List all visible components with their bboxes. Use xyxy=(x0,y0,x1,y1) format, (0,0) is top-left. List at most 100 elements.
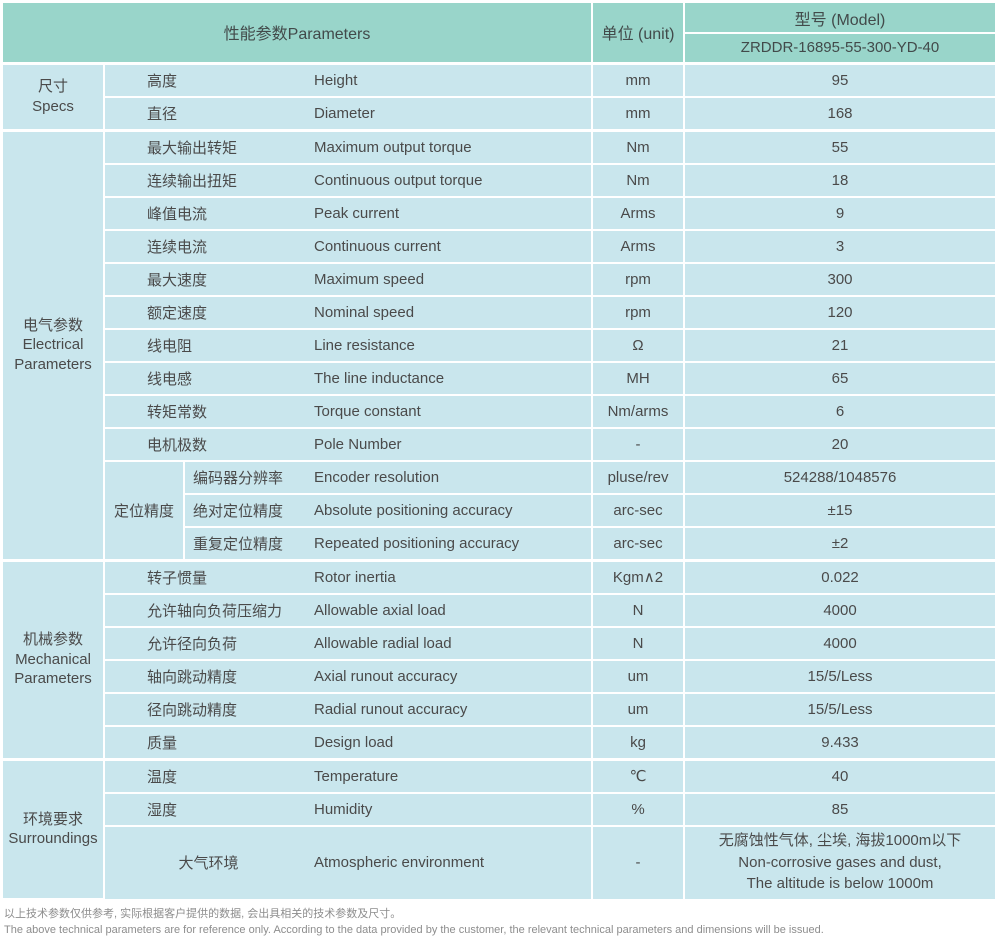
param-en: Encoder resolution xyxy=(312,460,593,495)
unit-cell: Arms xyxy=(591,229,686,264)
unit-cell: % xyxy=(591,792,686,827)
table-row: 电气参数 Electrical Parameters 最大输出转矩 Maximu… xyxy=(3,130,996,562)
unit-cell: mm xyxy=(591,63,686,98)
value-cell: 300 xyxy=(684,262,996,297)
value-cell: 6 xyxy=(684,394,996,429)
model-number: ZRDDR-16895-55-300-YD-40 xyxy=(684,33,996,65)
param-en: Nominal speed xyxy=(312,295,593,330)
table-row: 额定速度 Nominal speed rpm 120 xyxy=(3,295,996,330)
unit-cell: arc-sec xyxy=(591,493,686,528)
category-zh: 电气参数 xyxy=(22,316,83,334)
param-en: Continuous current xyxy=(312,229,593,264)
table-row: 连续电流 Continuous current Arms 3 xyxy=(3,229,996,264)
parameters-header: 性能参数Parameters xyxy=(3,3,594,65)
param-zh: 转子惯量 xyxy=(104,560,312,595)
table-row: 质量 Design load kg 9.433 xyxy=(3,725,996,761)
category-en: Mechanical Parameters xyxy=(14,650,92,688)
param-en: Torque constant xyxy=(312,394,593,429)
table-row: 环境要求 Surroundings 温度 Temperature ℃ 40 xyxy=(3,759,996,901)
value-cell: 65 xyxy=(684,361,996,396)
unit-cell: Nm xyxy=(591,130,686,165)
param-zh: 电机极数 xyxy=(104,427,312,462)
spec-table: 性能参数Parameters 单位 (unit) 型号 (Model) ZRDD… xyxy=(3,3,996,901)
footnotes: 以上技术参数仅供参考, 实际根据客户提供的数据, 会出具相关的技术参数及尺寸。 … xyxy=(4,907,998,939)
spec-sheet-page: 性能参数Parameters 单位 (unit) 型号 (Model) ZRDD… xyxy=(0,3,998,936)
atmosphere-value-line: 无腐蚀性气体, 尘埃, 海拔1000m以下 xyxy=(718,831,962,849)
header-row-2: ZRDDR-16895-55-300-YD-40 xyxy=(3,33,996,65)
table-row: 重复定位精度 Repeated positioning accuracy arc… xyxy=(3,526,996,562)
param-zh: 直径 xyxy=(104,96,312,132)
atmosphere-value-line: The altitude is below 1000m xyxy=(746,875,934,893)
table-row: 允许轴向负荷压缩力 Allowable axial load N 4000 xyxy=(3,593,996,628)
value-cell: 9 xyxy=(684,196,996,231)
unit-cell: mm xyxy=(591,96,686,132)
param-zh: 转矩常数 xyxy=(104,394,312,429)
param-zh: 大气环境 xyxy=(104,825,312,901)
unit-cell: Ω xyxy=(591,328,686,363)
header-row-1: 性能参数Parameters 单位 (unit) 型号 (Model) xyxy=(3,3,996,65)
section-category-mechanical: 机械参数 Mechanical Parameters xyxy=(3,560,105,761)
param-en: Atmospheric environment xyxy=(312,825,593,901)
value-cell: 3 xyxy=(684,229,996,264)
unit-cell: arc-sec xyxy=(591,526,686,562)
param-zh: 峰值电流 xyxy=(104,196,312,231)
unit-cell: Nm/arms xyxy=(591,394,686,429)
param-zh: 绝对定位精度 xyxy=(184,493,312,528)
param-en: Radial runout accuracy xyxy=(312,692,593,727)
unit-cell: ℃ xyxy=(591,759,686,794)
param-zh: 最大输出转矩 xyxy=(104,130,312,165)
value-cell: 18 xyxy=(684,163,996,198)
param-zh: 湿度 xyxy=(104,792,312,827)
unit-cell: Arms xyxy=(591,196,686,231)
unit-cell: pluse/rev xyxy=(591,460,686,495)
unit-cell: N xyxy=(591,593,686,628)
unit-cell: N xyxy=(591,626,686,661)
table-row: 最大速度 Maximum speed rpm 300 xyxy=(3,262,996,297)
unit-cell: Kgm∧2 xyxy=(591,560,686,595)
param-zh: 最大速度 xyxy=(104,262,312,297)
table-row: 机械参数 Mechanical Parameters 转子惯量 Rotor in… xyxy=(3,560,996,761)
param-en: Humidity xyxy=(312,792,593,827)
param-en: Height xyxy=(312,63,593,98)
param-en: Continuous output torque xyxy=(312,163,593,198)
param-en: Allowable radial load xyxy=(312,626,593,661)
category-en: Specs xyxy=(32,97,74,115)
param-en: Repeated positioning accuracy xyxy=(312,526,593,562)
param-en: Pole Number xyxy=(312,427,593,462)
section-category-surroundings: 环境要求 Surroundings xyxy=(3,759,105,901)
category-zh: 环境要求 xyxy=(22,810,83,828)
param-en: Maximum output torque xyxy=(312,130,593,165)
param-zh: 高度 xyxy=(104,63,312,98)
table-row: 转矩常数 Torque constant Nm/arms 6 xyxy=(3,394,996,429)
value-cell: 21 xyxy=(684,328,996,363)
model-header: 型号 (Model) xyxy=(684,3,996,34)
unit-cell: kg xyxy=(591,725,686,761)
value-cell: 15/5/Less xyxy=(684,692,996,727)
section-category-specs: 尺寸 Specs xyxy=(3,63,105,132)
footnote-zh: 以上技术参数仅供参考, 实际根据客户提供的数据, 会出具相关的技术参数及尺寸。 xyxy=(4,908,402,920)
param-en: Line resistance xyxy=(312,328,593,363)
param-en: Temperature xyxy=(312,759,593,794)
value-cell: 0.022 xyxy=(684,560,996,595)
category-zh: 机械参数 xyxy=(22,631,83,649)
value-cell: 85 xyxy=(684,792,996,827)
value-cell: ±15 xyxy=(684,493,996,528)
table-row: 湿度 Humidity % 85 xyxy=(3,792,996,827)
param-zh: 额定速度 xyxy=(104,295,312,330)
param-zh: 连续输出扭矩 xyxy=(104,163,312,198)
table-row: 连续输出扭矩 Continuous output torque Nm 18 xyxy=(3,163,996,198)
table-row: 大气环境 Atmospheric environment - 无腐蚀性气体, 尘… xyxy=(3,825,996,901)
param-en: Rotor inertia xyxy=(312,560,593,595)
table-row: 允许径向负荷 Allowable radial load N 4000 xyxy=(3,626,996,661)
unit-cell: um xyxy=(591,692,686,727)
param-en: Peak current xyxy=(312,196,593,231)
param-zh: 允许轴向负荷压缩力 xyxy=(104,593,312,628)
table-row: 线电感 The line inductance MH 65 xyxy=(3,361,996,396)
category-en: Electrical Parameters xyxy=(14,336,92,373)
value-cell: 120 xyxy=(684,295,996,330)
param-en: Axial runout accuracy xyxy=(312,659,593,694)
value-cell: 40 xyxy=(684,759,996,794)
param-zh: 连续电流 xyxy=(104,229,312,264)
value-cell: 95 xyxy=(684,63,996,98)
param-zh: 允许径向负荷 xyxy=(104,626,312,661)
